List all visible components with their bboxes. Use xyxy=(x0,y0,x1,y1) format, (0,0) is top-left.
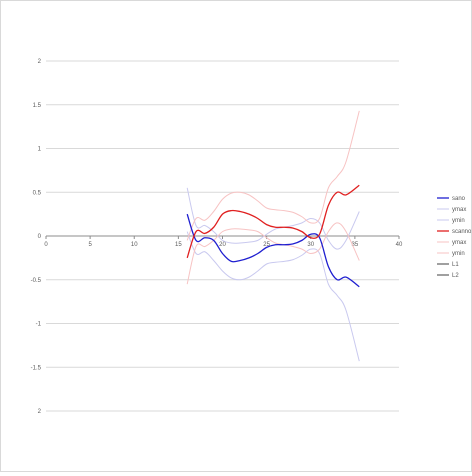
x-tick-label: 40 xyxy=(396,242,403,248)
x-tick-label: 0 xyxy=(44,242,48,248)
series-line-ymin xyxy=(186,222,360,285)
y-tick-label: 2 xyxy=(38,59,42,65)
x-tick-label: 20 xyxy=(219,242,226,248)
y-tick-label: -0.5 xyxy=(31,278,42,284)
series-line-ymax xyxy=(186,110,360,241)
y-tick-label: -1.5 xyxy=(31,365,42,371)
series-line-scanno xyxy=(186,184,360,259)
x-tick-label: 10 xyxy=(131,242,138,248)
series-lines xyxy=(186,110,360,362)
legend-label: ymax xyxy=(452,207,466,213)
legend-label: L1 xyxy=(452,262,459,268)
legend-label: ymin xyxy=(452,218,465,224)
legend-label: ymin xyxy=(452,251,465,257)
legend-label: ymax xyxy=(452,240,466,246)
y-tick-label: 0.5 xyxy=(33,190,42,196)
legend-label: sano xyxy=(452,196,466,202)
legend-label: scanno xyxy=(452,229,471,235)
y-tick-label: 1 xyxy=(38,147,42,153)
series-line-ymax xyxy=(186,187,360,250)
x-tick-label: 25 xyxy=(263,242,270,248)
x-tick-label: 30 xyxy=(307,242,314,248)
legend-label: L2 xyxy=(452,273,459,279)
series-line-ymin xyxy=(186,231,360,362)
axes: 21.510.50-0.5-1-1.520 5 10 15 20 25 30 35 40 xyxy=(31,59,403,415)
y-tick-label: 2 xyxy=(38,409,42,415)
y-tick-label: 0 xyxy=(38,234,42,240)
y-tick-label: 1.5 xyxy=(33,103,42,109)
x-tick-label: 15 xyxy=(175,242,182,248)
legend: sano ymax ymin scanno ymax ymin L1 L2 xyxy=(437,196,472,279)
x-tick-label: 5 xyxy=(88,242,92,248)
gridlines xyxy=(46,60,399,412)
x-tick-label: 35 xyxy=(352,242,359,248)
series-line-sano xyxy=(186,213,360,288)
y-tick-label: -1 xyxy=(36,322,42,328)
